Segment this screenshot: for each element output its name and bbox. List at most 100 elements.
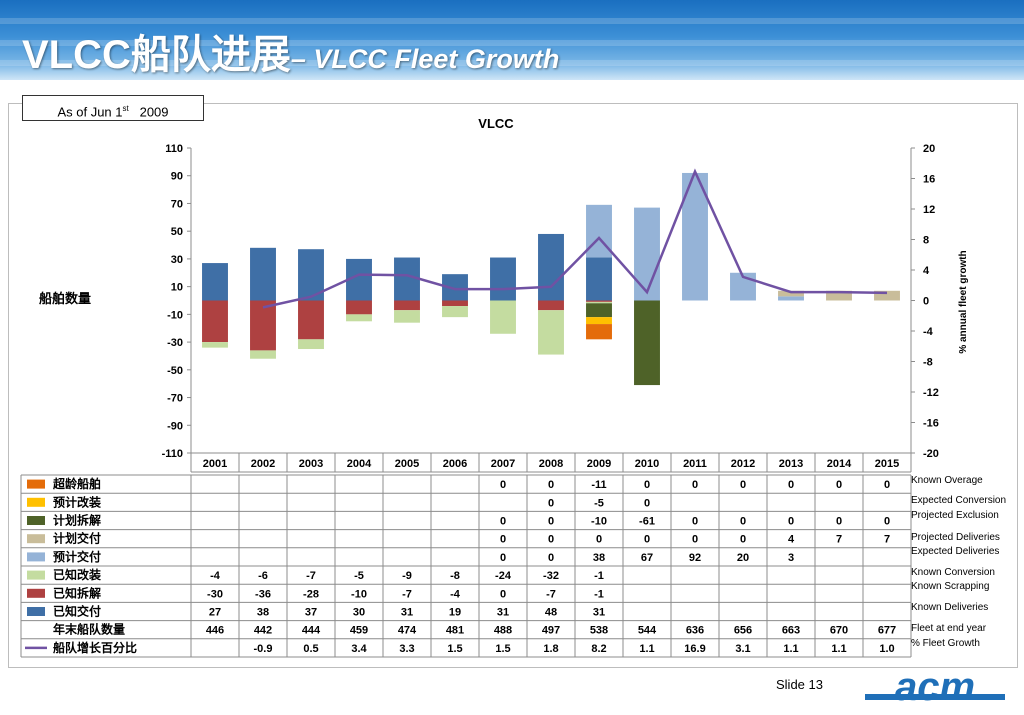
table-cell: 0 (500, 479, 506, 491)
left-tick-label: 110 (165, 143, 183, 155)
table-row-label: 已知拆解 (53, 585, 101, 600)
category-label: 2010 (635, 458, 659, 470)
table-cell: 1.0 (879, 643, 894, 655)
bar-known_conversion (538, 310, 564, 355)
bar-known_scrapping (538, 300, 564, 311)
bar-known_conversion (394, 310, 420, 323)
table-cell: 663 (782, 625, 800, 637)
table-cell: -1 (594, 570, 604, 582)
slide-number: Slide 13 (776, 677, 823, 692)
left-tick-label: -50 (167, 365, 183, 377)
vlcc-chart: VLCC1109070503010-10-30-50-70-90-1102016… (20, 116, 1006, 658)
table-cell: 0 (548, 552, 554, 564)
left-tick-label: -90 (167, 420, 183, 432)
table-cell: 67 (641, 552, 653, 564)
bar-known_conversion (586, 301, 612, 304)
right-tick-label: -12 (923, 387, 939, 399)
table-cell: 446 (206, 625, 224, 637)
table-cell: 0 (644, 534, 650, 546)
bar-projected_exclusion (634, 300, 660, 386)
table-row-label: 计划拆解 (53, 513, 101, 528)
legend-swatch-expected_conversion (27, 497, 45, 507)
bar-known_conversion (202, 342, 228, 348)
table-cell: -7 (402, 588, 412, 600)
table-cell: -32 (543, 570, 559, 582)
category-label: 2008 (539, 458, 563, 470)
table-row-label: 超龄船舶 (52, 476, 101, 491)
bar-known_conversion (490, 300, 516, 334)
table-row-label: 计划交付 (53, 531, 101, 546)
right-tick-label: 12 (923, 204, 935, 216)
slide-title-cn: VLCC船队进展 (22, 33, 291, 77)
bar-expected_conversion (586, 317, 612, 325)
bar-known_scrapping (442, 300, 468, 307)
table-cell: 4 (788, 534, 795, 546)
table-cell: 0 (788, 479, 794, 491)
table-cell: 474 (398, 625, 417, 637)
right-tick-label: 16 (923, 174, 935, 186)
bar-expected_deliveries (634, 207, 660, 301)
category-label: 2003 (299, 458, 323, 470)
table-cell: 0 (500, 588, 506, 600)
table-cell: 0 (596, 534, 602, 546)
table-cell: 1.1 (783, 643, 798, 655)
bar-known_deliveries (250, 247, 276, 301)
category-label: 2002 (251, 458, 275, 470)
table-cell: 0 (740, 516, 746, 528)
table-row-label: 已知交付 (53, 604, 101, 619)
bar-expected_deliveries (778, 296, 804, 301)
legend-swatch-known_overage (27, 479, 45, 489)
bar-known_scrapping (250, 300, 276, 351)
slide-title: VLCC船队进展– VLCC Fleet Growth (22, 22, 559, 80)
category-label: 2015 (875, 458, 899, 470)
table-cell: -1 (594, 588, 604, 600)
table-cell: 16.9 (684, 643, 705, 655)
table-cell: 0 (836, 516, 842, 528)
table-cell: 677 (878, 625, 896, 637)
table-cell: -5 (594, 497, 604, 509)
table-cell: 30 (353, 607, 365, 619)
left-tick-label: 10 (171, 282, 183, 294)
table-cell: 538 (590, 625, 608, 637)
table-cell: -4 (210, 570, 221, 582)
right-tick-label: -16 (923, 418, 939, 430)
table-row-label: 预计交付 (53, 549, 101, 564)
table-cell: 27 (209, 607, 221, 619)
as-of-prefix: As of Jun 1 (57, 104, 123, 120)
table-cell: 31 (401, 607, 413, 619)
right-axis-label: % annual fleet growth (958, 250, 969, 353)
right-tick-label: 20 (923, 143, 935, 155)
table-cell: 1.8 (543, 643, 558, 655)
table-cell: 0 (692, 479, 698, 491)
table-cell: 636 (686, 625, 704, 637)
category-label: 2007 (491, 458, 515, 470)
left-tick-label: 50 (171, 226, 183, 238)
table-cell: 20 (737, 552, 749, 564)
left-tick-label: -70 (167, 393, 183, 405)
legend-swatch-expected_deliveries (27, 552, 45, 562)
category-label: 2011 (683, 458, 707, 470)
table-cell: 38 (257, 607, 269, 619)
table-row-label: 已知改装 (53, 567, 101, 582)
title-banner: VLCC船队进展– VLCC Fleet Growth (0, 0, 1024, 80)
growth-line (262, 168, 888, 309)
table-cell: -0.9 (254, 643, 273, 655)
table-cell: -61 (639, 516, 655, 528)
table-cell: 0 (836, 479, 842, 491)
category-label: 2006 (443, 458, 467, 470)
legend-swatch-known_deliveries (27, 607, 45, 616)
table-cell: 0 (500, 516, 506, 528)
table-cell: -10 (351, 588, 367, 600)
table-cell: 31 (497, 607, 509, 619)
english-row-label: Known Conversion (911, 567, 995, 578)
logo-text: acm (895, 668, 975, 708)
table-cell: -9 (402, 570, 412, 582)
bar-known_conversion (346, 314, 372, 322)
table-cell: -30 (207, 588, 223, 600)
legend-swatch-known_conversion (27, 570, 45, 580)
table-cell: 0 (884, 516, 890, 528)
table-cell: 488 (494, 625, 512, 637)
table-cell: 0 (788, 516, 794, 528)
left-tick-label: -30 (167, 337, 183, 349)
english-row-label: Expected Conversion (911, 495, 1006, 506)
